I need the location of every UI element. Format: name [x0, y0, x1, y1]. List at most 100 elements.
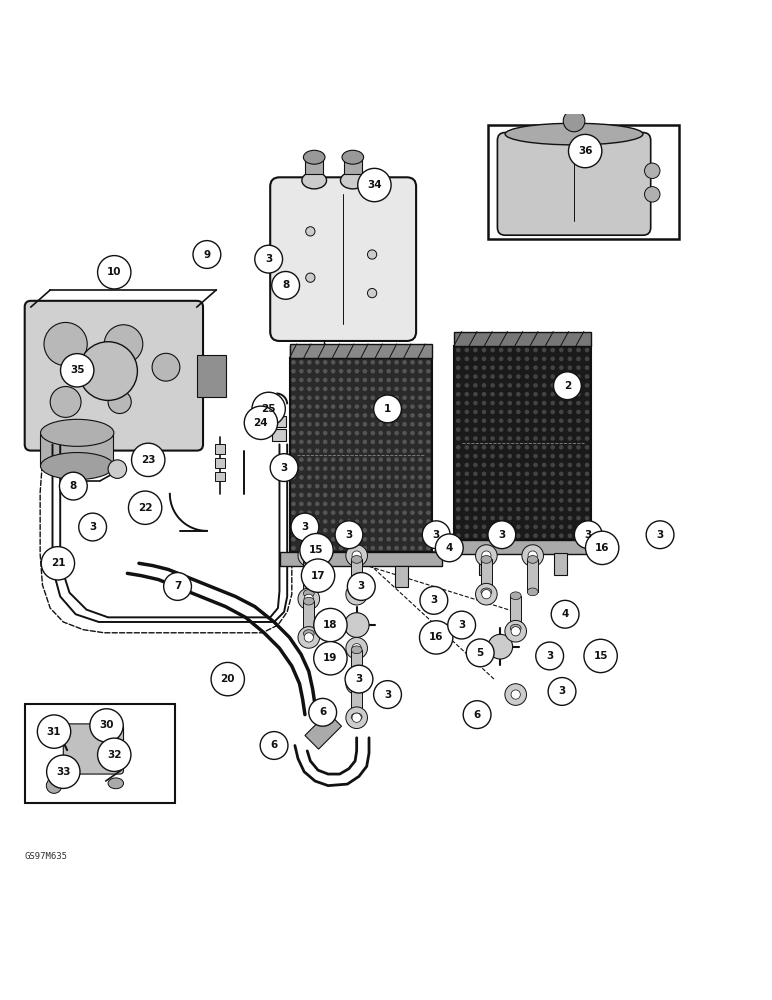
Circle shape — [394, 369, 399, 374]
Bar — [479, 553, 491, 575]
Circle shape — [516, 498, 520, 503]
Circle shape — [386, 431, 391, 435]
Circle shape — [331, 493, 336, 497]
Circle shape — [585, 531, 619, 565]
Circle shape — [347, 440, 351, 444]
Circle shape — [315, 448, 320, 453]
Circle shape — [482, 445, 486, 450]
Circle shape — [567, 472, 572, 476]
Circle shape — [542, 418, 547, 423]
Circle shape — [576, 427, 581, 432]
Bar — [197, 355, 226, 397]
Circle shape — [291, 546, 296, 550]
Circle shape — [394, 519, 399, 524]
Circle shape — [550, 418, 555, 423]
Circle shape — [354, 422, 359, 427]
Circle shape — [516, 374, 520, 379]
Circle shape — [516, 365, 520, 370]
Circle shape — [507, 383, 512, 388]
Circle shape — [567, 489, 572, 494]
Circle shape — [307, 422, 312, 427]
Circle shape — [299, 360, 303, 365]
Circle shape — [299, 440, 303, 444]
Text: 3: 3 — [89, 522, 96, 532]
Circle shape — [371, 502, 375, 506]
Circle shape — [402, 448, 407, 453]
Circle shape — [559, 357, 564, 361]
Circle shape — [418, 387, 423, 391]
Circle shape — [482, 357, 486, 361]
Circle shape — [410, 502, 415, 506]
Circle shape — [323, 502, 327, 506]
Circle shape — [346, 673, 367, 695]
Circle shape — [339, 493, 344, 497]
Circle shape — [347, 528, 351, 533]
Circle shape — [567, 507, 572, 512]
Circle shape — [482, 410, 486, 414]
Circle shape — [473, 498, 478, 503]
FancyBboxPatch shape — [63, 724, 124, 774]
Circle shape — [371, 484, 375, 488]
Bar — [510, 596, 521, 628]
Circle shape — [482, 348, 486, 352]
Circle shape — [550, 427, 555, 432]
Circle shape — [525, 436, 530, 441]
Circle shape — [533, 454, 538, 458]
Circle shape — [252, 392, 286, 426]
Circle shape — [465, 480, 469, 485]
Text: 20: 20 — [221, 674, 235, 684]
Text: 3: 3 — [656, 530, 664, 540]
Circle shape — [507, 436, 512, 441]
Text: 3: 3 — [345, 530, 353, 540]
Circle shape — [559, 454, 564, 458]
Circle shape — [402, 493, 407, 497]
Ellipse shape — [481, 556, 492, 563]
Text: 33: 33 — [56, 767, 70, 777]
Circle shape — [525, 348, 530, 352]
Circle shape — [347, 422, 351, 427]
Circle shape — [482, 480, 486, 485]
Circle shape — [291, 466, 296, 471]
Circle shape — [542, 348, 547, 352]
Circle shape — [584, 365, 589, 370]
Circle shape — [576, 401, 581, 405]
Circle shape — [533, 383, 538, 388]
Circle shape — [347, 369, 351, 374]
Circle shape — [386, 466, 391, 471]
Circle shape — [323, 546, 327, 550]
Circle shape — [482, 516, 486, 520]
Circle shape — [499, 383, 503, 388]
Circle shape — [46, 778, 62, 793]
Circle shape — [331, 546, 336, 550]
Bar — [488, 125, 679, 239]
Circle shape — [533, 516, 538, 520]
Circle shape — [402, 502, 407, 506]
Circle shape — [559, 392, 564, 397]
Circle shape — [426, 404, 431, 409]
Circle shape — [104, 325, 143, 363]
Circle shape — [323, 519, 327, 524]
Circle shape — [584, 410, 589, 414]
Circle shape — [426, 502, 431, 506]
Circle shape — [456, 374, 461, 379]
Circle shape — [507, 498, 512, 503]
Circle shape — [465, 357, 469, 361]
Circle shape — [542, 463, 547, 467]
Circle shape — [567, 533, 572, 538]
Circle shape — [473, 383, 478, 388]
Circle shape — [378, 413, 383, 418]
Circle shape — [465, 516, 469, 520]
Bar — [527, 559, 538, 592]
Text: 32: 32 — [107, 750, 121, 760]
Circle shape — [490, 436, 495, 441]
Circle shape — [315, 387, 320, 391]
Circle shape — [533, 401, 538, 405]
Circle shape — [386, 360, 391, 365]
Circle shape — [394, 475, 399, 480]
Circle shape — [307, 404, 312, 409]
Text: 30: 30 — [100, 720, 113, 730]
Ellipse shape — [481, 588, 492, 596]
Ellipse shape — [303, 557, 314, 565]
Circle shape — [426, 440, 431, 444]
Circle shape — [426, 457, 431, 462]
